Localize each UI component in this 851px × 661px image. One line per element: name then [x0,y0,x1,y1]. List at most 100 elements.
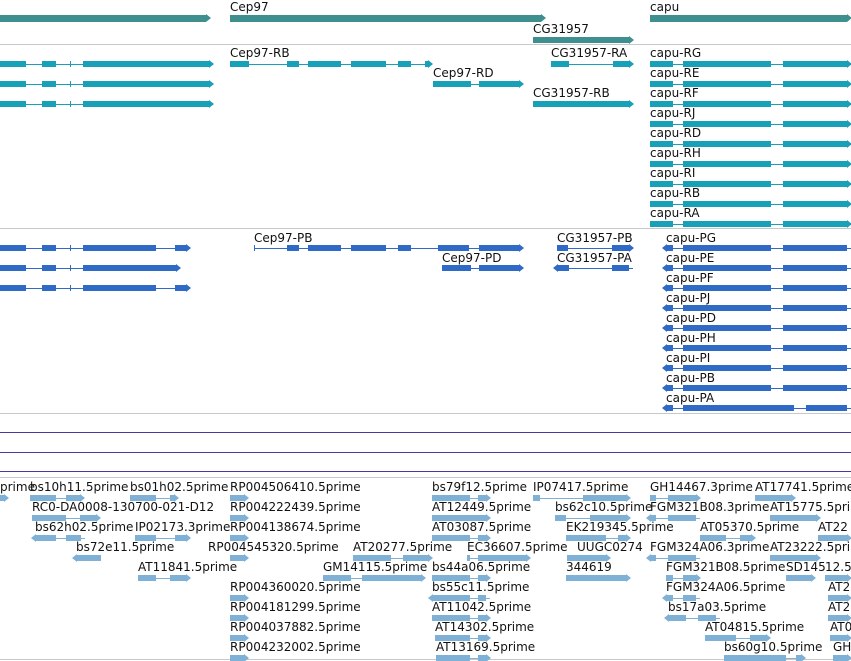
intron-line [557,268,633,269]
strand-arrow [244,634,249,642]
strand-arrow [186,534,191,542]
feature-label: AT03087.5prime [432,520,532,534]
strand-arrow [662,364,667,372]
strand-arrow [486,634,491,642]
track-divider [0,413,851,414]
strand-arrow [486,534,491,542]
exon-block [650,495,656,501]
exon-block [425,61,428,67]
strand-arrow [662,304,667,312]
exon-block [83,61,209,67]
intron-line [700,538,755,539]
feature-label: AT04815.5prime [705,620,805,634]
exon-block [0,15,206,22]
exon-block [668,515,696,521]
exon-block [83,265,176,271]
strand-arrow [629,244,634,252]
strand-arrow [696,574,701,582]
strand-arrow [96,514,101,522]
exon-block [613,61,629,67]
feature-label: capu-RE [650,66,700,80]
strand-arrow [847,160,851,168]
exon-block [230,595,244,601]
exon-block [683,305,771,311]
feature-label: IP07417.5prime [533,480,629,494]
exon-block [80,515,96,521]
exon-block [323,575,351,581]
exon-block [70,101,71,107]
strand-arrow [662,384,667,392]
exon-block [533,101,629,107]
feature-label: CG31957-PA [557,251,632,265]
strand-arrow [519,80,524,88]
intron-line [254,248,523,249]
feature-label: capu-RD [650,126,702,140]
exon-block [650,15,847,22]
track-divider [0,228,851,229]
exon-block [0,61,26,67]
exon-block [666,575,673,581]
intron-line [705,638,770,639]
intron-line [35,538,85,539]
intron-line [353,558,432,559]
feature-label: prime [0,480,35,494]
exon-block [567,555,606,561]
exon-block [783,305,847,311]
feature-label: bs10h11.5prime [30,480,129,494]
exon-block [442,265,471,271]
exon-block [362,575,421,581]
exon-block [612,245,629,251]
feature-label: AT15775.5prime [770,500,851,514]
strand-arrow [31,534,36,542]
exon-block [83,81,209,87]
exon-block [175,245,186,251]
feature-label: capu-PA [666,391,715,405]
exon-block [833,655,847,661]
intron-line [32,518,100,519]
strand-arrow [244,654,249,661]
feature-label: 344619 [566,560,612,574]
feature-label: bs55c11.5prime [432,580,530,594]
exon-block [650,81,673,87]
exon-block [230,615,244,621]
exon-block [175,285,186,291]
exon-block [403,555,428,561]
strand-arrow [646,554,651,562]
strand-arrow [186,244,191,252]
exon-block [230,535,244,541]
exon-block [650,201,673,207]
strand-arrow [428,594,433,602]
feature-label: capu-PH [666,331,716,345]
exon-block [666,595,673,601]
strand-arrow [662,594,667,602]
exon-block [0,245,26,251]
intron-line [551,64,633,65]
exon-block [230,515,244,521]
feature-label: bs62h02.5prime [35,520,134,534]
strand-arrow [186,574,191,582]
exon-block [308,245,341,251]
exon-block [566,575,626,581]
strand-arrow [847,60,851,68]
exon-block [650,61,673,67]
exon-block [666,365,673,371]
exon-block [783,61,847,67]
strand-arrow [428,554,433,562]
strand-arrow [847,100,851,108]
exon-block [783,365,847,371]
strand-arrow [847,614,851,622]
strand-arrow [816,554,821,562]
exon-block [432,495,470,501]
strand-arrow [696,494,701,502]
feature-label: bs72e11.5prime [76,540,175,554]
strand-arrow [626,534,631,542]
feature-label: AT05370.5prime [700,520,800,534]
exon-block [479,245,519,251]
feature-label: RP004506410.5prime [230,480,361,494]
exon-block [700,535,726,541]
exon-block [783,201,847,207]
feature-label: RC0-DA0008-130700-021-D12 [32,500,215,514]
exon-block [668,555,696,561]
exon-block [42,245,56,251]
intron-line [533,498,630,499]
